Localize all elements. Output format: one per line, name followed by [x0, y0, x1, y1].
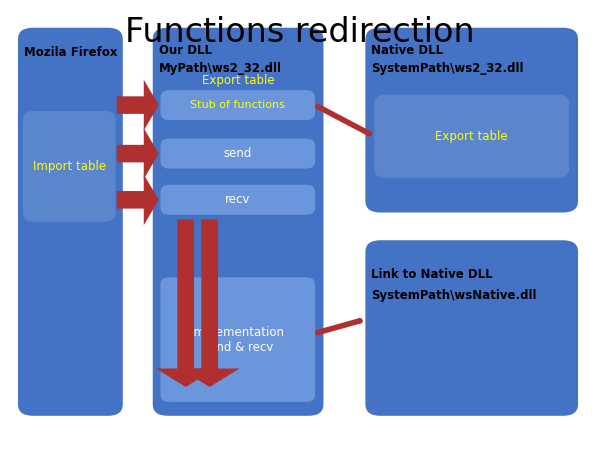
Text: Our DLL: Our DLL	[159, 44, 211, 57]
FancyBboxPatch shape	[374, 95, 569, 178]
FancyBboxPatch shape	[161, 90, 315, 120]
Text: Mozila Firefox: Mozila Firefox	[23, 46, 117, 59]
Text: send: send	[223, 147, 252, 160]
Polygon shape	[117, 79, 159, 131]
FancyBboxPatch shape	[161, 277, 315, 402]
Polygon shape	[156, 219, 216, 387]
Polygon shape	[180, 219, 240, 387]
Text: Native DLL: Native DLL	[371, 44, 443, 57]
FancyBboxPatch shape	[18, 28, 123, 416]
Text: Functions redirection: Functions redirection	[125, 16, 474, 49]
Text: SystemPath\wsNative.dll: SystemPath\wsNative.dll	[371, 289, 537, 302]
FancyBboxPatch shape	[365, 28, 578, 213]
Polygon shape	[117, 174, 159, 225]
FancyBboxPatch shape	[153, 28, 323, 416]
Text: SystemPath\ws2_32.dll: SystemPath\ws2_32.dll	[371, 62, 524, 75]
Text: MyPath\ws2_32.dll: MyPath\ws2_32.dll	[159, 62, 282, 75]
FancyBboxPatch shape	[161, 185, 315, 215]
FancyBboxPatch shape	[365, 240, 578, 416]
Text: Stub of functions: Stub of functions	[190, 100, 285, 110]
Polygon shape	[117, 128, 159, 179]
Text: Export table: Export table	[435, 130, 508, 143]
FancyBboxPatch shape	[161, 139, 315, 169]
Text: Export table: Export table	[202, 74, 274, 87]
Text: Import table: Import table	[32, 160, 106, 173]
Text: Implementation
send & recv: Implementation send & recv	[191, 326, 285, 353]
FancyBboxPatch shape	[23, 111, 116, 222]
Text: Link to Native DLL: Link to Native DLL	[371, 268, 493, 281]
Text: recv: recv	[225, 193, 250, 207]
